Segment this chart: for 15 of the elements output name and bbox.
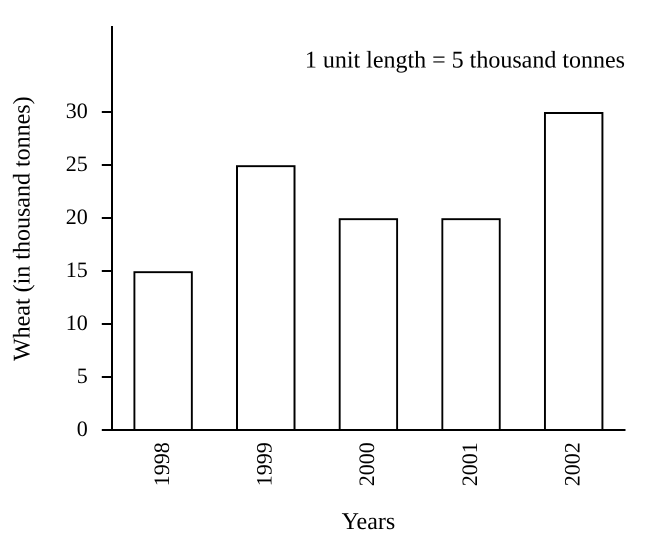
x-tick-label: 1999: [252, 442, 277, 486]
y-tick-label: 30: [66, 98, 88, 123]
x-axis-title: Years: [342, 508, 396, 535]
x-tick-label: 2000: [354, 442, 380, 486]
y-axis-title: Wheat (in thousand tonnes): [10, 96, 36, 362]
x-tick-label: 1998: [148, 442, 174, 486]
annotation: 1 unit length = 5 thousand tonnes: [304, 47, 625, 74]
x-tick-label: 2001: [456, 442, 482, 486]
y-tick-label: 0: [76, 416, 88, 441]
y-tick-label: 10: [66, 310, 88, 335]
x-tick-label: 2002: [559, 442, 584, 486]
y-tick-label: 15: [66, 256, 88, 282]
y-tick-label: 5: [76, 362, 88, 388]
y-tick-label: 20: [66, 204, 88, 229]
y-tick-label: 25: [66, 150, 88, 176]
